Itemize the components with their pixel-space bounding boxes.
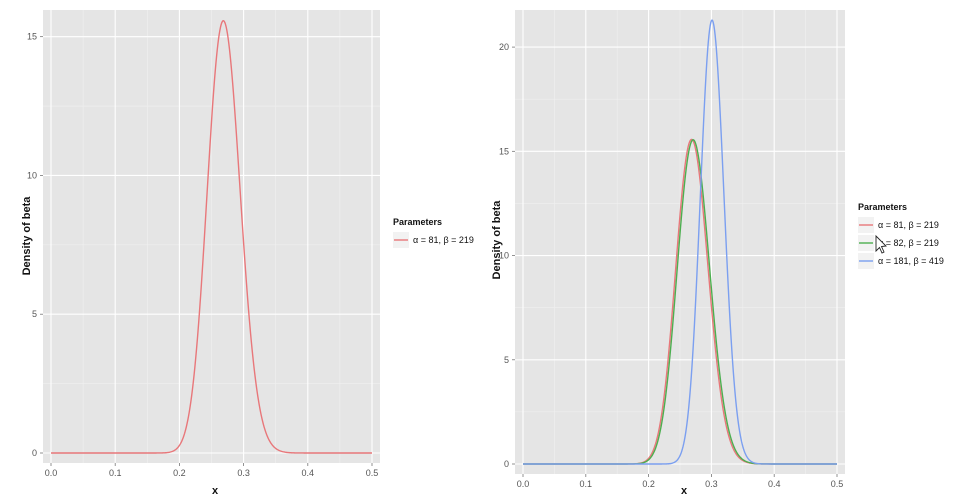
series-line-3 [523, 19, 837, 465]
x-axis-title: x [681, 485, 688, 497]
y-tick-label: 20 [499, 42, 509, 52]
x-tick-label: 0.2 [642, 479, 655, 489]
y-tick-label: 0 [504, 459, 509, 469]
x-axis-title: x [212, 485, 219, 497]
y-tick-label: 10 [27, 170, 37, 180]
legend-label: α = 81, β = 219 [413, 235, 474, 245]
y-axis-title: Density of beta [491, 200, 503, 280]
x-tick-label: 0.0 [517, 479, 530, 489]
chart-panel-2: 0.0 0.1 0.2 0.3 0.4 0.5 0 5 10 15 20 x Density of be… [491, 10, 944, 497]
x-tick-label: 0.1 [580, 479, 593, 489]
y-tick-label: 15 [27, 32, 37, 42]
legend: Parameters α = 81, β = 219 [393, 217, 474, 248]
y-tick-label: 5 [504, 355, 509, 365]
legend-title: Parameters [858, 202, 907, 212]
legend-title: Parameters [393, 217, 442, 227]
legend-label: α = 181, β = 419 [878, 256, 944, 266]
x-tick-label: 0.4 [768, 479, 781, 489]
legend-label: α = 81, β = 219 [878, 220, 939, 230]
chart-panel-1: 0.0 0.1 0.2 0.3 0.4 0.5 0 5 10 15 x Density of beta… [21, 10, 474, 497]
x-tick-label: 0.2 [173, 468, 186, 478]
x-tick-label: 0.4 [302, 468, 315, 478]
x-tick-label: 0.3 [705, 479, 718, 489]
y-tick-label: 0 [32, 448, 37, 458]
mouse-cursor-icon [875, 234, 887, 254]
x-tick-label: 0.0 [45, 468, 58, 478]
series-line-1 [51, 20, 372, 454]
y-tick-label: 15 [499, 146, 509, 156]
legend-label: α = 82, β = 219 [878, 238, 939, 248]
y-axis-title: Density of beta [21, 196, 33, 276]
y-tick-label: 5 [32, 309, 37, 319]
y-tick-label: 10 [499, 251, 509, 261]
x-tick-label: 0.5 [831, 479, 844, 489]
x-tick-label: 0.5 [366, 468, 379, 478]
x-tick-label: 0.1 [109, 468, 122, 478]
x-tick-label: 0.3 [237, 468, 250, 478]
legend: Parameters α = 81, β = 219 α = 82, β = 219… [858, 202, 944, 269]
